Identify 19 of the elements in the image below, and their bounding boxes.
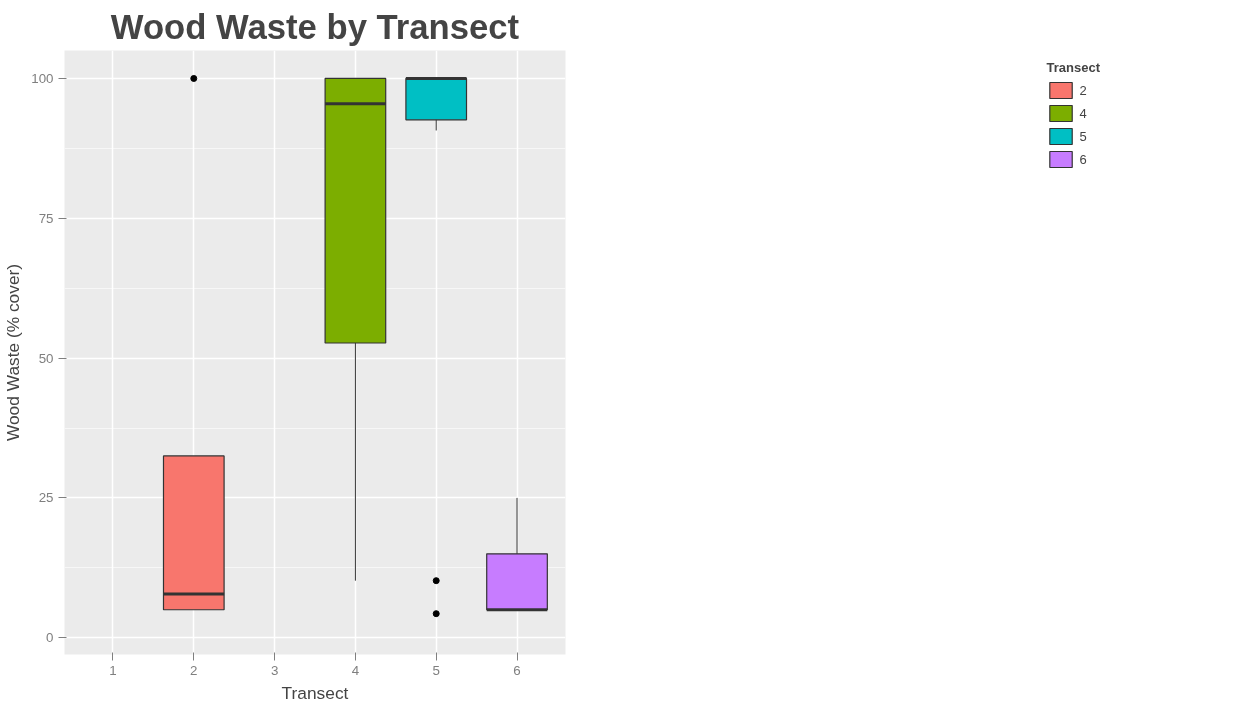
- legend-label: 5: [1079, 128, 1088, 144]
- y-tick-label: 0: [46, 630, 54, 646]
- y-axis-title: Wood Waste (% cover): [3, 263, 24, 442]
- y-tick-label: 100: [31, 70, 54, 86]
- legend-label: 6: [1079, 151, 1088, 167]
- legend-label: 4: [1079, 105, 1088, 121]
- chart-title: Wood Waste by Transect: [110, 7, 520, 46]
- y-tick-label: 50: [38, 350, 54, 366]
- x-tick-label: 3: [270, 662, 279, 678]
- legend-title: Transect: [1046, 60, 1100, 75]
- x-tick-label: 1: [109, 662, 117, 678]
- x-tick-label: 2: [190, 662, 198, 678]
- y-tick-label: 25: [38, 490, 54, 506]
- x-tick-label: 5: [432, 662, 440, 678]
- x-axis-title: Transect: [281, 682, 349, 703]
- x-tick-label: 4: [351, 662, 360, 678]
- legend-label: 2: [1079, 82, 1088, 98]
- y-tick-label: 75: [38, 210, 54, 226]
- x-tick-label: 6: [513, 662, 521, 678]
